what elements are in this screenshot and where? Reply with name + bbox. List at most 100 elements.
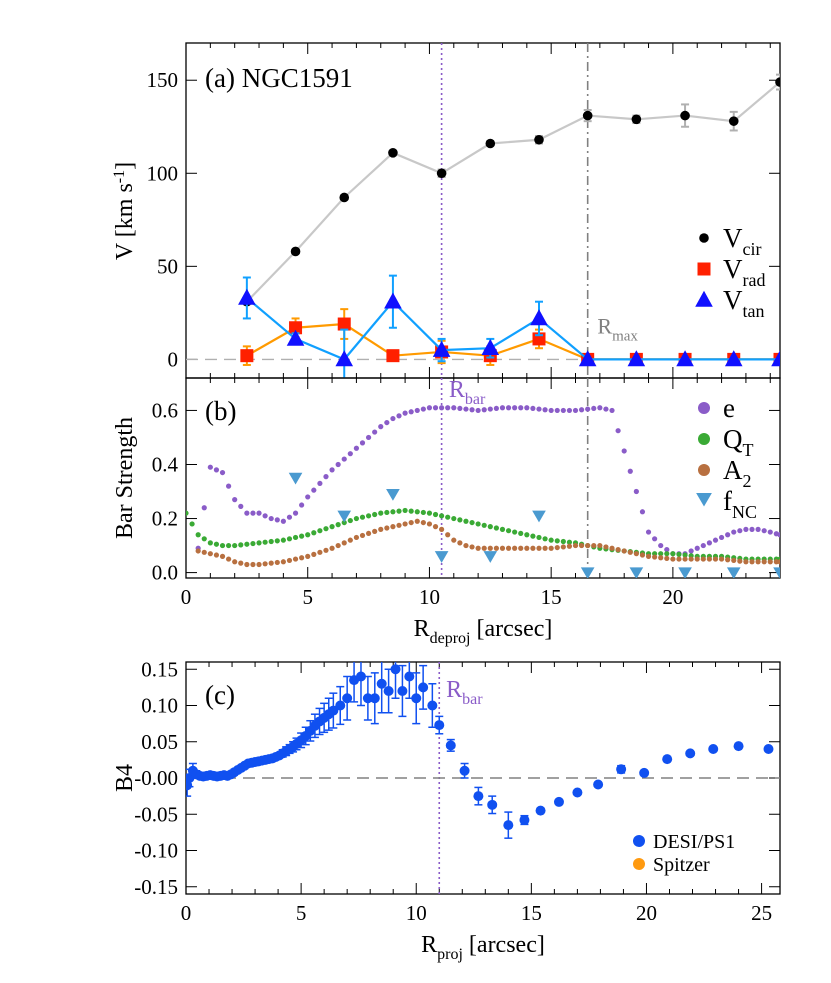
a2-point [524,545,530,551]
e-point [268,515,274,522]
qt-point [305,532,311,538]
a2-point [536,545,542,551]
qt-point [226,542,232,549]
e-point [777,532,780,538]
a2-point [682,556,688,562]
a2-point [706,556,713,562]
a2-point [731,557,737,564]
a2-point [353,534,360,541]
qt-point [292,534,299,541]
fnc-point [726,567,741,578]
a2-point [615,547,621,553]
qt-point [372,511,378,518]
b4-point [616,764,627,775]
a2-point [390,524,396,530]
a2-point [676,556,682,562]
legend-marker-a2 [698,464,710,476]
vrad-point [289,321,303,335]
a2-point [505,545,512,551]
panel-b-axes: 0 5 10 15 20 0.0 0.2 0.4 0.6 [152,377,781,609]
a2-point [512,545,518,551]
e-point [311,487,317,493]
b4-point [383,686,394,696]
e-point [341,456,347,462]
r-bar-label: Rbar [449,377,486,408]
e-point [633,488,639,495]
e-point [305,494,311,500]
fnc-point [483,551,498,563]
b4-point [708,744,719,754]
a2-point [518,545,524,551]
b4-point [487,799,498,810]
a2-point [414,518,420,524]
e-point [457,405,463,412]
y-tick-label: 0.6 [152,398,178,422]
qt-point [232,542,238,549]
a2-point [664,555,670,562]
x-tick-label: 0 [181,585,192,609]
a2-point [359,532,366,539]
vtan-point [578,350,597,367]
x-tick-label: 5 [302,585,313,609]
y-tick-label: 0.05 [141,730,178,754]
a2-point [688,556,694,562]
e-point [609,407,615,414]
legend-label-qt: QT [723,424,754,460]
panel-c-plot [186,662,780,894]
a2-point [280,559,286,565]
e-point [755,526,761,532]
legend-marker-vcir [699,233,709,243]
e-point [335,461,341,468]
qt-point [299,533,305,539]
a2-point [268,560,274,566]
a2-point [777,559,780,565]
a2-point [451,537,457,543]
e-point [347,451,353,457]
e-point [761,528,767,534]
qt-point [280,537,286,543]
a2-point [341,540,347,546]
e-point [353,445,360,451]
qt-point [518,530,524,537]
a2-point [548,545,554,551]
qt-point [384,509,390,516]
y-tick-label: 0 [168,347,179,371]
a2-point [767,559,773,565]
e-point [396,413,402,419]
legend-marker-desi [633,835,645,847]
a2-point [578,542,585,549]
e-point [737,528,743,534]
e-point [512,405,518,411]
e-point [299,502,305,508]
qt-point [359,514,366,520]
e-point [439,405,445,411]
a2-point [311,551,317,557]
qt-point [487,524,493,530]
b4-point [572,787,583,798]
a2-point [560,544,566,550]
e-point [451,405,457,411]
a2-point [597,542,603,549]
a2-point [749,559,755,565]
a2-point [408,519,414,526]
a2-point [475,545,481,551]
e-point [420,406,426,412]
legend-label-vtan: Vtan [723,285,765,321]
b4-point [418,682,429,693]
panel-a-plot [186,43,780,378]
e-point [475,407,481,414]
e-point [286,514,293,520]
b4-point [685,748,696,759]
legend-label-desi: DESI/PS1 [653,831,735,853]
b4-point [427,700,438,711]
a2-point [439,526,445,532]
legend-marker-vrad [697,262,711,276]
a2-point [238,560,244,566]
e-point [232,497,238,503]
qt-point [238,542,244,548]
qt-point [286,536,293,542]
e-point [481,407,487,413]
e-point [384,419,390,426]
qt-point [268,538,274,545]
